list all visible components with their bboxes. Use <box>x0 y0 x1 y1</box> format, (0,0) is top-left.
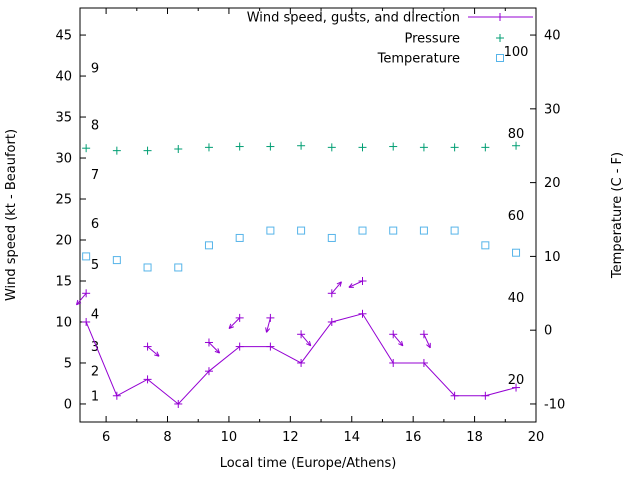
gust-arrow-head <box>156 351 160 357</box>
fahrenheit-label: 20 <box>508 373 525 388</box>
x-tick-label: 20 <box>528 430 545 445</box>
gust-arrow-head <box>266 328 271 333</box>
temperature-point <box>82 252 91 261</box>
legend-label: Wind speed, gusts, and direction <box>247 11 460 26</box>
y-right-tick-label: -10 <box>544 397 565 412</box>
x-tick-label: 6 <box>102 430 110 445</box>
fahrenheit-label: 60 <box>508 209 525 224</box>
temperature-point <box>143 263 152 272</box>
gust-arrow-shaft <box>300 333 312 347</box>
gust-arrow-head <box>154 354 160 357</box>
gust-arrow-head <box>398 343 404 347</box>
y-right-tick-label: 0 <box>544 324 552 339</box>
temperature-point <box>112 256 121 265</box>
temperature-point <box>327 233 336 242</box>
gust-arrow-head <box>308 340 312 346</box>
gust-arrow-head <box>348 283 353 288</box>
beaufort-label: 5 <box>91 258 99 273</box>
temperature-point <box>174 263 183 272</box>
gust-arrow-head <box>265 327 267 333</box>
x-tick-label: 10 <box>221 430 238 445</box>
y-left-tick-label: 0 <box>64 397 72 412</box>
y-left-tick-label: 20 <box>55 234 72 249</box>
y-left-tick-label: 25 <box>55 193 72 208</box>
temperature-point <box>297 226 306 235</box>
y-left-tick-label: 45 <box>55 29 72 44</box>
beaufort-label: 7 <box>91 168 99 183</box>
gust-arrow-head <box>76 299 79 305</box>
x-tick-label: 8 <box>163 430 171 445</box>
temperature-point <box>450 226 459 235</box>
fahrenheit-label: 100 <box>504 45 529 60</box>
y-left-tick-label: 35 <box>55 111 72 126</box>
y-right-tick-label: 40 <box>544 29 561 44</box>
chart-generated-content: 6 8 10 12 14 16 18 20051015202530354045-1001020… <box>55 7 565 445</box>
gust-arrow-head <box>339 281 342 287</box>
x-axis-title: Local time (Europe/Athens) <box>220 456 397 471</box>
y-right-tick-label: 30 <box>544 102 561 117</box>
y-left-tick-label: 5 <box>64 356 72 371</box>
fahrenheit-label: 40 <box>508 291 525 306</box>
x-tick-label: 16 <box>405 430 422 445</box>
gust-arrow-head <box>76 302 82 306</box>
y-left-tick-label: 10 <box>55 315 72 330</box>
temperature-point <box>358 226 367 235</box>
right-axis-title: Temperature (C - F) <box>610 152 625 279</box>
gust-arrow-shaft <box>392 333 404 347</box>
gust-arrow-head <box>426 344 431 349</box>
beaufort-label: 4 <box>91 307 99 322</box>
temperature-point <box>266 226 275 235</box>
gust-arrow-head <box>217 348 221 354</box>
gust-arrow-head <box>305 343 311 347</box>
legend-label: Temperature <box>377 52 460 67</box>
gust-arrow-shaft <box>147 346 160 357</box>
gust-arrow-shaft <box>423 334 431 349</box>
wind-speed-line <box>85 313 517 405</box>
beaufort-label: 2 <box>91 365 99 380</box>
gust-arrow-shaft <box>208 342 220 354</box>
temperature-point <box>512 248 521 257</box>
x-tick-label: 12 <box>282 430 299 445</box>
plot-border <box>79 7 537 423</box>
temperature-point <box>419 226 428 235</box>
y-left-tick-label: 15 <box>55 274 72 289</box>
beaufort-label: 6 <box>91 217 99 232</box>
gust-arrow-head <box>401 340 404 346</box>
beaufort-label: 9 <box>91 61 99 76</box>
y-left-tick-label: 30 <box>55 152 72 167</box>
gust-arrow-head <box>214 350 220 354</box>
gust-arrow-head <box>228 323 232 329</box>
y-left-tick-label: 40 <box>55 70 72 85</box>
temperature-point <box>204 241 213 250</box>
legend-label: Pressure <box>404 32 460 47</box>
x-tick-label: 14 <box>343 430 360 445</box>
left-axis-title: Wind speed (kt - Beaufort) <box>4 129 19 301</box>
temperature-point <box>235 233 244 242</box>
y-right-tick-label: 10 <box>544 250 561 265</box>
temperature-point <box>389 226 398 235</box>
gust-arrow-shaft <box>348 280 363 288</box>
temperature-point <box>481 241 490 250</box>
beaufort-label: 1 <box>91 389 99 404</box>
legend-sample-marker <box>496 54 504 62</box>
beaufort-label: 3 <box>91 340 99 355</box>
beaufort-label: 8 <box>91 119 99 134</box>
fahrenheit-label: 80 <box>508 127 525 142</box>
gust-arrow-shaft <box>331 281 342 294</box>
y-right-tick-label: 20 <box>544 176 561 191</box>
gust-arrow-head <box>336 281 342 285</box>
gust-arrow-shaft <box>228 317 241 329</box>
gust-arrow-head <box>228 326 234 329</box>
gust-arrow-shaft <box>76 292 87 306</box>
x-tick-label: 18 <box>466 430 483 445</box>
gust-arrow-shaft <box>266 317 271 333</box>
